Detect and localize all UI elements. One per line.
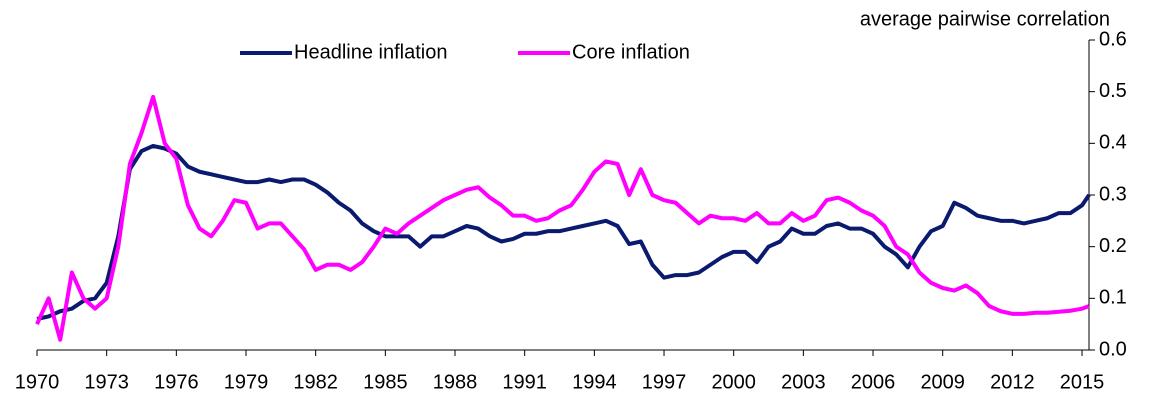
x-tick-label: 2012: [990, 371, 1035, 393]
x-tick-label: 2000: [711, 371, 756, 393]
x-tick-label: 1994: [572, 371, 617, 393]
x-tick-label: 1997: [642, 371, 687, 393]
y-tick-label: 0.0: [1099, 338, 1127, 360]
x-tick-label: 1970: [15, 371, 60, 393]
x-tick-label: 1982: [293, 371, 338, 393]
x-tick-label: 2015: [1060, 371, 1105, 393]
y-tick-label: 0.3: [1099, 183, 1127, 205]
line-series: [35, 94, 1090, 342]
y-axis-label: average pairwise correlation: [860, 8, 1110, 30]
x-tick-label: 2009: [920, 371, 965, 393]
x-tick-label: 2003: [781, 371, 826, 393]
y-tick-label: 0.5: [1099, 80, 1127, 102]
x-tick-label: 1985: [363, 371, 408, 393]
x-tick-label: 2006: [851, 371, 896, 393]
x-tick-label: 1988: [433, 371, 478, 393]
x-tick-label: 1979: [224, 371, 269, 393]
y-tick-label: 0.2: [1099, 235, 1127, 257]
legend-label: Core inflation: [572, 41, 690, 63]
x-tick-label: 1973: [84, 371, 129, 393]
x-tick-label: 1976: [154, 371, 199, 393]
y-tick-label: 0.1: [1099, 287, 1127, 309]
y-tick-label: 0.4: [1099, 132, 1127, 154]
x-tick-label: 1991: [502, 371, 547, 393]
legend-label: Headline inflation: [294, 41, 447, 63]
y-tick-label: 0.6: [1099, 28, 1127, 50]
line-series: [36, 143, 1091, 321]
